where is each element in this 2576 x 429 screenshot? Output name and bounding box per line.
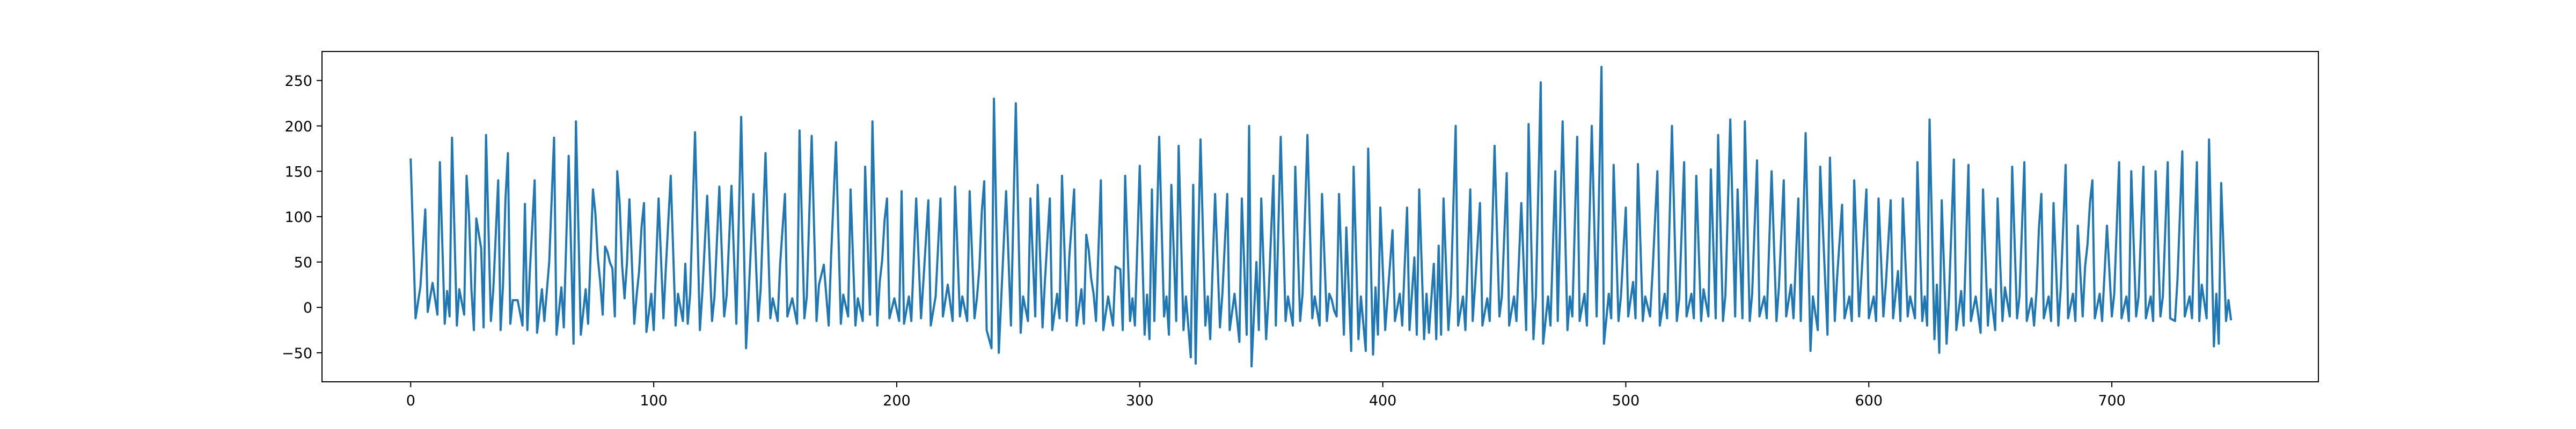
plot-frame [321,51,2319,382]
series-line [409,65,2233,368]
x-tick-label: 0 [406,393,415,409]
x-tick-label: 100 [640,393,668,409]
y-tick-label: 150 [284,164,312,180]
y-tick-label: 250 [284,73,312,90]
y-tick-label: 100 [284,209,312,226]
y-tick-label: 50 [294,255,312,271]
x-tick-label: 200 [883,393,911,409]
y-tick-label: 0 [303,300,312,316]
y-axis-ticks: −50 0 50 100 150 200 250 [282,73,322,362]
x-tick-label: 400 [1369,393,1397,409]
x-tick-label: 600 [1855,393,1883,409]
x-tick-label: 500 [1612,393,1640,409]
y-tick-label: −50 [282,345,312,362]
x-axis-ticks: 0 100 200 300 400 500 600 700 [406,382,2126,409]
x-tick-label: 300 [1126,393,1154,409]
series-layer [409,65,2233,368]
x-tick-label: 700 [2098,393,2126,409]
y-tick-label: 200 [284,119,312,135]
